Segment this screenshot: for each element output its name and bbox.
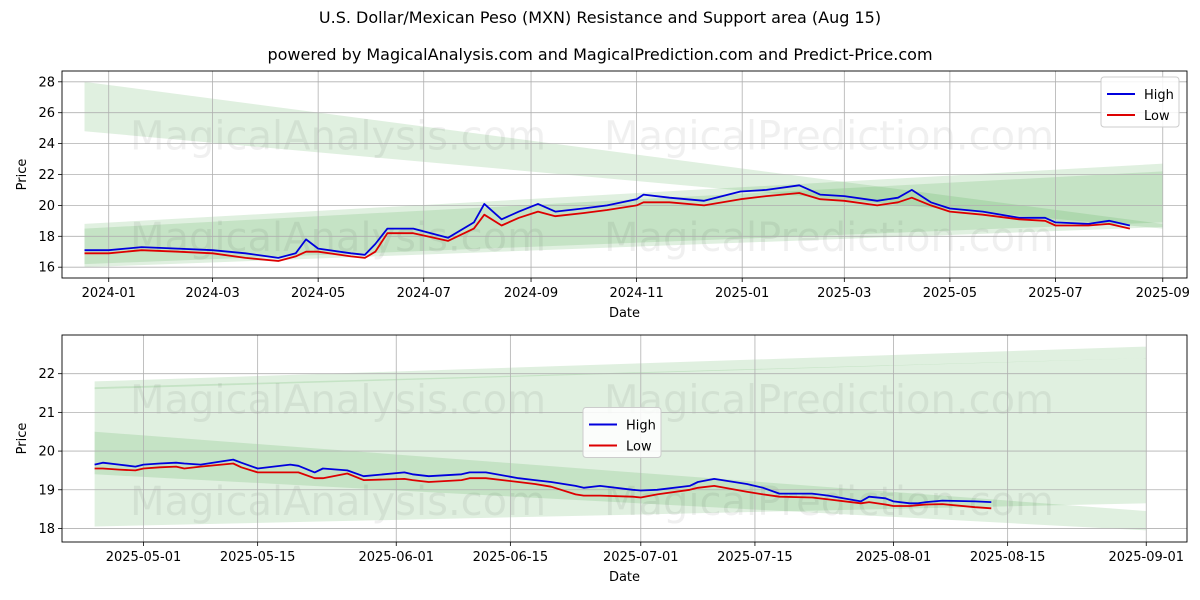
x-tick-label: 2024-11	[609, 286, 663, 301]
watermark-text: MagicalPrediction.com	[604, 215, 1054, 261]
x-axis-label: Date	[609, 570, 640, 585]
panel-1: MagicalAnalysis.com MagicalPrediction.com…	[15, 70, 1190, 321]
support-resistance-band-3	[84, 171, 1163, 265]
y-tick-label: 22	[38, 367, 55, 382]
watermark-text: MagicalPrediction.com	[604, 114, 1054, 160]
watermark-text: MagicalAnalysis.com	[130, 378, 546, 424]
legend-label-high: High	[626, 419, 656, 434]
x-tick-label: 2025-07-15	[717, 550, 793, 565]
y-tick-label: 26	[38, 106, 55, 121]
x-tick-label: 2025-05-01	[106, 550, 182, 565]
x-tick-label: 2025-07-01	[603, 550, 679, 565]
x-tick-label: 2025-09	[1136, 286, 1190, 301]
legend-label-high: High	[1144, 88, 1174, 103]
x-axis-label: Date	[609, 306, 640, 321]
x-tick-label: 2025-09-01	[1108, 550, 1184, 565]
x-tick-label: 2025-08-15	[970, 550, 1046, 565]
series-line-low	[84, 192, 1131, 262]
y-tick-label: 19	[38, 483, 55, 498]
series-group	[84, 184, 1131, 262]
panel-2: MagicalAnalysis.com MagicalPrediction.com…	[15, 334, 1188, 585]
support-resistance-band-1	[94, 346, 1147, 390]
legend-label-low: Low	[1144, 109, 1170, 124]
x-tick-label: 2025-05	[923, 286, 977, 301]
legend: High Low	[582, 407, 662, 458]
support-resistance-band-2	[84, 163, 1163, 268]
x-tick-label: 2024-01	[82, 286, 136, 301]
y-tick-label: 16	[38, 261, 55, 276]
y-tick-label: 24	[38, 137, 55, 152]
y-tick-label: 18	[38, 230, 55, 245]
y-tick-label: 20	[38, 199, 55, 214]
watermark-text: MagicalAnalysis.com	[130, 114, 546, 160]
x-tick-label: 2025-05-15	[220, 550, 296, 565]
y-tick-label: 20	[38, 445, 55, 460]
legend: High Low	[1100, 76, 1180, 128]
chart-subtitle: powered by MagicalAnalysis.com and Magic…	[267, 45, 933, 64]
x-tick-label: 2025-08-01	[856, 550, 932, 565]
x-tick-label: 2025-07	[1028, 286, 1082, 301]
x-tick-label: 2024-09	[504, 286, 558, 301]
x-tick-label: 2025-01	[715, 286, 769, 301]
x-tick-label: 2025-06-15	[473, 550, 549, 565]
y-tick-label: 18	[38, 522, 55, 537]
series-group	[94, 458, 992, 510]
y-axis-label: Price	[15, 423, 30, 455]
y-tick-label: 21	[38, 406, 55, 421]
y-tick-label: 28	[38, 75, 55, 90]
x-tick-label: 2025-06-01	[358, 550, 434, 565]
x-tick-label: 2024-05	[291, 286, 345, 301]
series-line-low	[94, 462, 992, 510]
y-axis-label: Price	[15, 159, 30, 191]
watermark-text: MagicalAnalysis.com	[130, 479, 546, 525]
chart-title: U.S. Dollar/Mexican Peso (MXN) Resistanc…	[318, 8, 882, 27]
support-resistance-band-3	[94, 431, 1147, 531]
series-line-high	[84, 184, 1131, 259]
x-tick-label: 2024-03	[185, 286, 239, 301]
series-line-high	[94, 458, 992, 505]
y-tick-label: 22	[38, 168, 55, 183]
legend-label-low: Low	[626, 440, 652, 455]
x-tick-label: 2025-03	[817, 286, 871, 301]
x-tick-label: 2024-07	[397, 286, 451, 301]
watermark-text: MagicalPrediction.com	[604, 378, 1054, 424]
axes-frame	[61, 334, 1188, 543]
support-resistance-band-1	[84, 81, 1163, 229]
axes-frame	[61, 70, 1188, 279]
band-group	[84, 81, 1163, 268]
